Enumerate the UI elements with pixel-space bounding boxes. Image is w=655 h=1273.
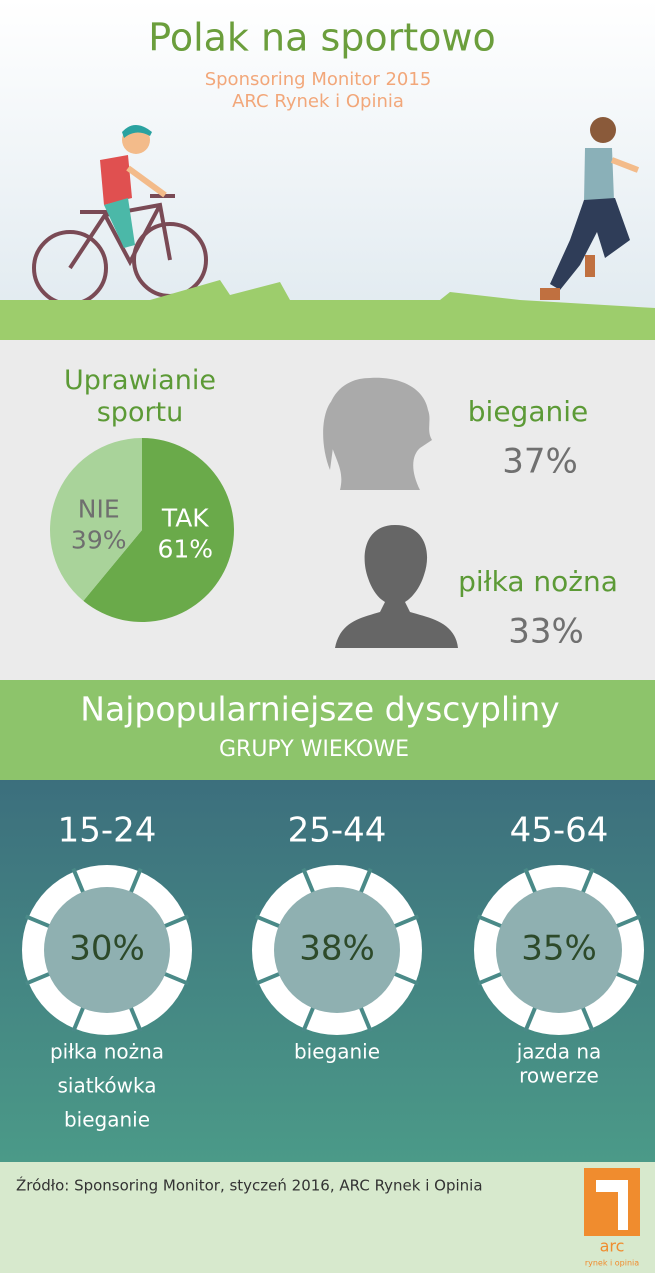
- ring-gap: [476, 914, 505, 929]
- group-activity: rowerze: [519, 1064, 599, 1088]
- footer-bg: [0, 1162, 655, 1273]
- ring-gap: [358, 1004, 373, 1033]
- runner-illustration: [540, 117, 640, 300]
- slice-category: TAK: [161, 504, 209, 533]
- logo-text: arc: [600, 1237, 625, 1256]
- ring-gap: [476, 971, 505, 986]
- ring-gap: [24, 914, 53, 929]
- subtitle: Sponsoring Monitor 2015: [205, 69, 432, 90]
- section-header-bg: [0, 680, 655, 780]
- ring-gap: [71, 867, 86, 896]
- title: Polak na sportowo: [148, 16, 495, 60]
- ring-gap: [391, 971, 420, 986]
- pie-title: Uprawianie sportu: [64, 365, 216, 428]
- ring-gap: [613, 914, 642, 929]
- group-value: 30%: [69, 929, 145, 969]
- woman-silhouette: [323, 377, 432, 490]
- slice-label: 61%: [157, 535, 213, 564]
- profile-activity: piłka nożna: [458, 565, 618, 598]
- profile-value: 37%: [502, 442, 578, 482]
- group-activity: bieganie: [64, 1108, 150, 1132]
- ring-gap: [301, 1004, 316, 1033]
- profile-value: 33%: [508, 612, 584, 652]
- logo-tagline: rynek i opinia: [585, 1259, 639, 1268]
- ring-gap: [358, 867, 373, 896]
- age-groups: 15-24 30% piłka nożna siatkówka bieganie 25-4…: [22, 811, 644, 1132]
- subtitle: ARC Rynek i Opinia: [232, 91, 404, 112]
- ring-gap: [254, 914, 283, 929]
- ring-inner: [274, 887, 400, 1013]
- pie-slice: [83, 438, 234, 622]
- group-activity: bieganie: [294, 1040, 380, 1064]
- logo-mark: [584, 1168, 640, 1236]
- slice-category: NIE: [78, 494, 120, 523]
- ring-gap: [24, 971, 53, 986]
- ring-gap: [391, 914, 420, 929]
- ring-gap: [161, 971, 190, 986]
- ring-gap: [301, 867, 316, 896]
- logo-shape: [596, 1180, 628, 1230]
- ring-gap: [254, 971, 283, 986]
- section-subtitle: GRUPY WIEKOWE: [219, 737, 409, 762]
- ring-gap: [128, 867, 143, 896]
- group-activity: piłka nożna: [50, 1040, 164, 1064]
- source: Źródło: Sponsoring Monitor, styczeń 2016…: [16, 1176, 483, 1195]
- group-activity: jazda na: [516, 1040, 602, 1064]
- ring-gap: [128, 1004, 143, 1033]
- group-value: 38%: [299, 929, 375, 969]
- ring-gap: [523, 867, 538, 896]
- ring-gap: [613, 971, 642, 986]
- age-label: 45-64: [510, 811, 609, 851]
- ring-gap: [580, 1004, 595, 1033]
- ring-gap: [523, 1004, 538, 1033]
- pie-slice: [49, 438, 143, 601]
- cyclist-body: [100, 125, 167, 248]
- ring-gap: [580, 867, 595, 896]
- ring-inner: [44, 887, 170, 1013]
- man-silhouette: [335, 525, 458, 648]
- age-label: 25-44: [288, 811, 387, 851]
- group-value: 35%: [521, 929, 597, 969]
- age-label: 15-24: [58, 811, 157, 851]
- ring-gap: [71, 1004, 86, 1033]
- slice-label: 39%: [71, 525, 127, 554]
- ring-inner: [496, 887, 622, 1013]
- profile-activity: bieganie: [468, 395, 588, 428]
- ground: [0, 280, 655, 340]
- ring-gap: [161, 914, 190, 929]
- group-activity: siatkówka: [57, 1074, 156, 1098]
- section-title: Najpopularniejsze dyscypliny: [80, 690, 559, 729]
